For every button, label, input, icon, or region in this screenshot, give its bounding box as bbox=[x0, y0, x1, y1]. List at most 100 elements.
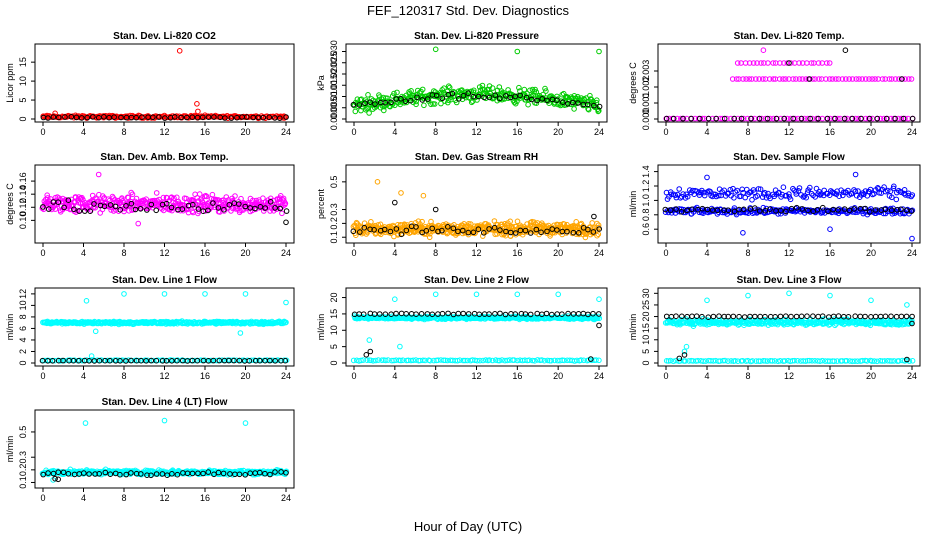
data-point bbox=[753, 76, 759, 82]
plot-frame bbox=[657, 164, 921, 244]
y-tick-label: 0.002 bbox=[641, 76, 651, 99]
data-point-outlier bbox=[432, 206, 439, 213]
data-point bbox=[179, 206, 186, 212]
data-point bbox=[758, 60, 764, 66]
data-point-outlier bbox=[683, 343, 690, 350]
data-point bbox=[680, 191, 686, 197]
data-point bbox=[595, 222, 602, 228]
data-point bbox=[674, 115, 681, 122]
data-point bbox=[366, 110, 372, 116]
data-point bbox=[56, 114, 62, 121]
data-point bbox=[445, 83, 452, 89]
data-point bbox=[571, 106, 577, 112]
panel-title: Stan. Dev. Line 2 Flow bbox=[424, 275, 529, 286]
data-point bbox=[892, 76, 899, 82]
y-tick-label: 0.000 bbox=[329, 108, 339, 131]
data-point-outlier bbox=[899, 76, 905, 82]
data-point bbox=[786, 191, 792, 197]
data-point bbox=[824, 115, 831, 122]
data-point bbox=[796, 60, 802, 66]
data-point bbox=[840, 189, 847, 196]
data-point bbox=[575, 230, 582, 236]
data-point bbox=[169, 207, 175, 214]
data-point bbox=[678, 115, 684, 122]
data-point bbox=[481, 94, 487, 101]
data-point bbox=[759, 194, 766, 200]
data-point bbox=[211, 114, 217, 120]
data-point bbox=[883, 115, 890, 122]
data-point bbox=[169, 358, 175, 364]
data-point bbox=[372, 357, 379, 364]
data-point bbox=[76, 357, 82, 364]
data-point bbox=[896, 358, 902, 364]
data-point bbox=[252, 205, 258, 212]
data-point bbox=[182, 357, 188, 364]
data-point bbox=[852, 115, 859, 122]
data-point bbox=[770, 115, 777, 122]
data-point bbox=[734, 187, 740, 194]
data-point bbox=[89, 192, 96, 199]
y-tick-label: 5 bbox=[329, 344, 339, 349]
data-point bbox=[221, 206, 227, 213]
data-point bbox=[738, 115, 745, 122]
series-lower bbox=[350, 357, 602, 364]
data-point bbox=[903, 313, 910, 320]
data-point bbox=[464, 357, 471, 364]
data-point bbox=[282, 357, 289, 364]
data-point bbox=[663, 313, 670, 320]
y-tick-label: 8 bbox=[18, 314, 28, 319]
data-point bbox=[439, 310, 446, 317]
data-point-outlier bbox=[555, 291, 562, 298]
x-tick-label: 20 bbox=[553, 371, 563, 381]
data-point bbox=[70, 357, 77, 364]
data-point bbox=[480, 233, 486, 239]
x-tick-label: 16 bbox=[825, 127, 835, 137]
data-point bbox=[470, 93, 477, 100]
data-point bbox=[511, 357, 517, 363]
data-point bbox=[267, 357, 273, 364]
data-point-outlier bbox=[473, 291, 480, 298]
data-point bbox=[810, 313, 816, 320]
panel-title: Stan. Dev. Line 3 Flow bbox=[737, 275, 842, 286]
data-point bbox=[117, 207, 123, 213]
data-point bbox=[65, 197, 72, 203]
x-tick-label: 4 bbox=[392, 248, 397, 258]
data-point bbox=[784, 115, 791, 122]
data-point-outlier bbox=[194, 101, 200, 107]
plot-frame bbox=[34, 43, 295, 123]
data-point bbox=[574, 357, 580, 364]
data-point bbox=[798, 313, 805, 320]
data-point bbox=[361, 224, 368, 231]
data-point bbox=[564, 228, 570, 235]
data-point bbox=[541, 357, 548, 364]
data-point bbox=[465, 311, 472, 317]
data-point bbox=[163, 200, 170, 207]
data-point bbox=[110, 195, 117, 201]
data-point bbox=[491, 224, 498, 231]
data-point-outlier bbox=[397, 343, 403, 350]
data-point bbox=[565, 310, 571, 317]
y-tick-label: 4 bbox=[18, 337, 28, 342]
data-point bbox=[479, 82, 486, 89]
data-point bbox=[596, 357, 602, 364]
data-point bbox=[782, 76, 789, 82]
x-tick-label: 12 bbox=[471, 248, 481, 258]
data-point bbox=[674, 191, 681, 198]
x-tick-label: 8 bbox=[121, 127, 126, 137]
plot-frame bbox=[345, 43, 608, 123]
data-point bbox=[123, 203, 129, 209]
data-point bbox=[538, 229, 544, 236]
data-point bbox=[852, 358, 858, 365]
data-point bbox=[699, 115, 706, 122]
data-point bbox=[841, 206, 848, 212]
y-tick-label: 1.0 bbox=[641, 194, 651, 207]
data-point bbox=[571, 93, 578, 99]
data-point bbox=[869, 358, 875, 364]
data-point-outlier bbox=[588, 356, 594, 362]
data-point bbox=[902, 192, 909, 198]
data-point bbox=[849, 76, 856, 82]
data-point bbox=[196, 191, 203, 197]
data-point bbox=[710, 313, 717, 320]
